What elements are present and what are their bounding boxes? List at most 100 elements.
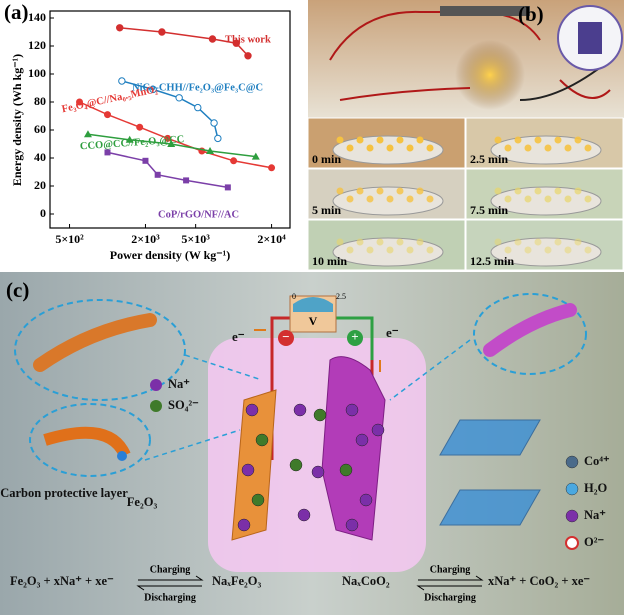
legend-label: H₂O [584, 481, 607, 495]
led [376, 187, 384, 195]
point [149, 85, 157, 94]
electron-label: e⁻ [386, 325, 399, 340]
legend-label: Fe₃O₄@C//Na₀.₅MnO₂ [61, 84, 159, 115]
point [232, 39, 240, 47]
legend-label: NiCo-CHH//Fe₂O₃@Fe₃C@C [132, 82, 263, 93]
point [142, 157, 149, 164]
so4-ion [255, 433, 269, 447]
y-axis-title: Energy density (Wh kg⁻¹) [10, 54, 24, 186]
negative-terminal [278, 330, 294, 346]
led [574, 136, 582, 144]
anode [231, 389, 277, 541]
led [554, 136, 562, 144]
y-tick-label: 20 [34, 178, 46, 192]
point [76, 98, 84, 106]
led [426, 246, 434, 254]
led [584, 195, 592, 203]
y-tick-label: 120 [28, 38, 46, 52]
led [406, 195, 414, 203]
fiber [33, 313, 157, 372]
ions [237, 403, 385, 532]
led [544, 144, 552, 152]
core-label: Fe₂O₃ [127, 495, 158, 509]
positive-sign: + [351, 329, 358, 344]
legend-label: CoP/rGO/NF//AC [158, 209, 239, 220]
so4-ion [289, 458, 303, 472]
led [386, 195, 394, 203]
led [406, 144, 414, 152]
x-axis-title: Power density (W kg⁻¹) [110, 248, 231, 262]
point [125, 135, 134, 143]
y-tick-label: 80 [34, 94, 46, 108]
voltmeter-min: 0 [292, 292, 296, 301]
point [251, 152, 260, 160]
led [346, 144, 354, 152]
y-tick-label: 40 [34, 150, 46, 164]
led [494, 238, 502, 246]
point [154, 171, 161, 178]
led [494, 136, 502, 144]
voltmeter-max: 2.5 [336, 292, 346, 301]
point [83, 130, 92, 138]
point [183, 177, 190, 184]
point [103, 111, 111, 119]
equation: NaₓCoO₂ [342, 574, 390, 588]
point [194, 103, 202, 112]
point [136, 123, 144, 131]
y-tick-label: 0 [40, 206, 46, 220]
callout [14, 299, 186, 401]
led [366, 246, 374, 254]
equilibrium-arrow [136, 575, 204, 591]
led [514, 238, 522, 246]
arrow [254, 329, 381, 372]
led [346, 195, 354, 203]
led-glow [455, 40, 525, 110]
led [376, 238, 384, 246]
carbon-tube [43, 426, 131, 458]
led [396, 136, 404, 144]
arrow-label: Discharging [144, 592, 196, 603]
legend-label: CCO@CC//Fe₂O₃@CC [80, 134, 185, 152]
logo [578, 22, 602, 54]
ion-label: SO₄²⁻ [168, 398, 199, 412]
frame-label: 10 min [312, 254, 347, 268]
led [534, 187, 542, 195]
led [524, 144, 532, 152]
panel-label: (b) [518, 2, 544, 26]
na-ion [345, 518, 359, 532]
led [504, 144, 512, 152]
led [376, 136, 384, 144]
led [366, 144, 374, 152]
y-tick-label: 60 [34, 122, 46, 136]
point [210, 119, 218, 127]
led [386, 144, 394, 152]
na-ion [293, 403, 307, 417]
led [564, 195, 572, 203]
arrow-label: Charging [430, 564, 471, 575]
equation: Fe₂O₃ + xNa⁺ + xe⁻ [10, 574, 114, 588]
led [564, 144, 572, 152]
led [584, 144, 592, 152]
frame-label: 12.5 min [470, 254, 514, 268]
led [396, 187, 404, 195]
led [504, 195, 512, 203]
device [440, 6, 530, 16]
na-ion [245, 403, 259, 417]
led [366, 195, 374, 203]
na-ion [345, 403, 359, 417]
led [346, 246, 354, 254]
led [336, 238, 344, 246]
led [514, 187, 522, 195]
led [584, 246, 592, 254]
point [208, 35, 217, 43]
frame-label: 7.5 min [470, 203, 508, 217]
so4-ion [150, 400, 162, 412]
x-tick-label: 2×10⁴ [257, 232, 286, 246]
led [524, 246, 532, 254]
fiber [483, 303, 577, 357]
led [534, 136, 542, 144]
crystal-layer [439, 419, 541, 526]
callout [473, 293, 587, 375]
frame-label: 5 min [312, 203, 341, 217]
plot: 0 20 40 60 80 100 120 140 5×10² 2×10³ 5×10³ 2×10⁴ Th… [28, 10, 286, 246]
